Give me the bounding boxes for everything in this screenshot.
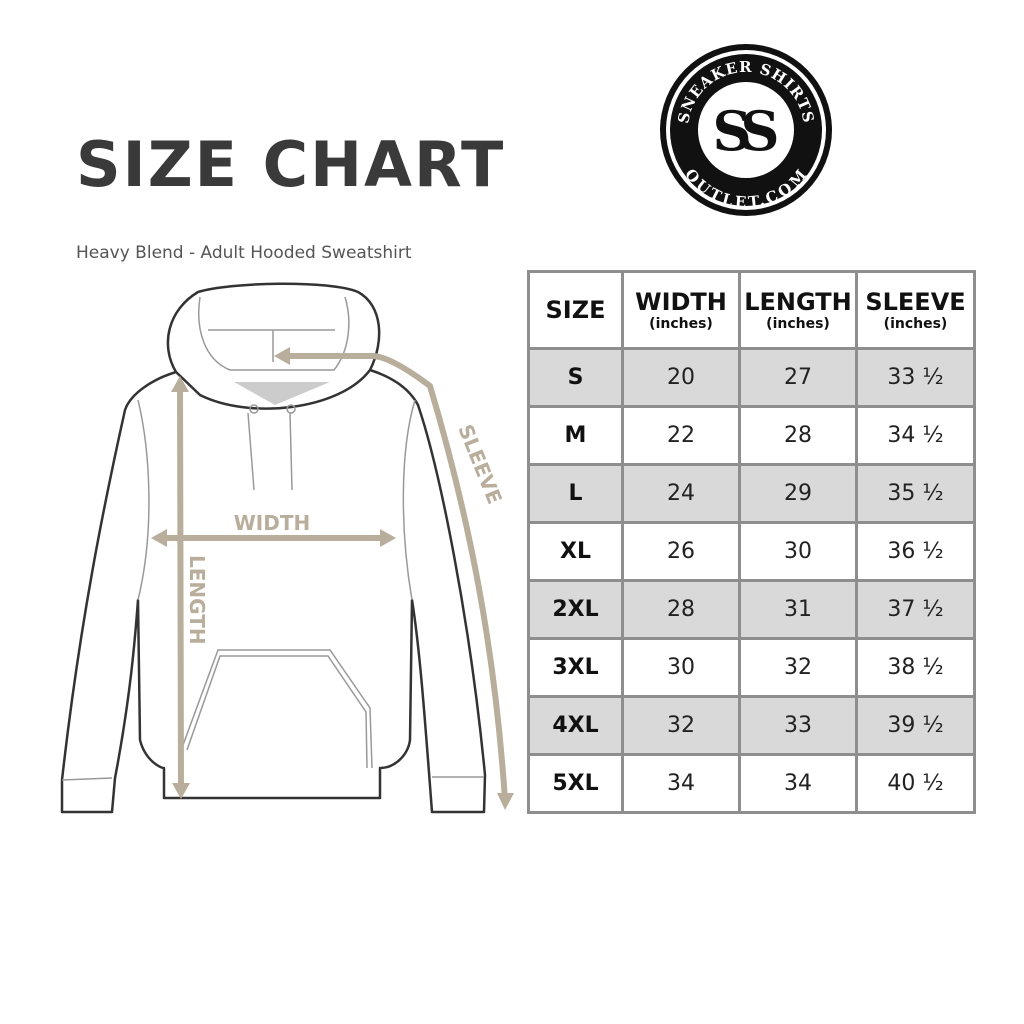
hoodie-diagram: WIDTH LENGTH SLEEVE <box>60 282 514 814</box>
cell-sleeve: 40 ½ <box>855 753 976 814</box>
cell-width: 34 <box>621 753 741 814</box>
cell-width: 26 <box>621 521 741 582</box>
cell-length: 27 <box>738 347 858 408</box>
cell-sleeve: 34 ½ <box>855 405 976 466</box>
cell-length: 32 <box>738 637 858 698</box>
cell-length: 30 <box>738 521 858 582</box>
brand-logo: SNEAKER SHIRTS OUTLET.COM S S <box>660 44 832 216</box>
table-row: 4XL 32 33 39 ½ <box>527 695 976 756</box>
table-row: 3XL 30 32 38 ½ <box>527 637 976 698</box>
cell-width: 32 <box>621 695 741 756</box>
cell-length: 33 <box>738 695 858 756</box>
table-row: 5XL 34 34 40 ½ <box>527 753 976 814</box>
header-width: WIDTH (inches) <box>621 270 741 350</box>
size-table: SIZE WIDTH (inches) LENGTH (inches) SLEEVE… <box>527 270 976 814</box>
table-row: M 22 28 34 ½ <box>527 405 976 466</box>
cell-width: 28 <box>621 579 741 640</box>
cell-size: L <box>527 463 624 524</box>
cell-sleeve: 37 ½ <box>855 579 976 640</box>
length-label: LENGTH <box>185 555 209 645</box>
cell-size: M <box>527 405 624 466</box>
table-header-row: SIZE WIDTH (inches) LENGTH (inches) SLEEVE… <box>527 270 976 350</box>
cell-width: 20 <box>621 347 741 408</box>
cell-size: 5XL <box>527 753 624 814</box>
cell-length: 31 <box>738 579 858 640</box>
table-row: L 24 29 35 ½ <box>527 463 976 524</box>
table-row: S 20 27 33 ½ <box>527 347 976 408</box>
cell-size: XL <box>527 521 624 582</box>
cell-length: 34 <box>738 753 858 814</box>
cell-size: 3XL <box>527 637 624 698</box>
cell-size: 4XL <box>527 695 624 756</box>
product-subtitle: Heavy Blend - Adult Hooded Sweatshirt <box>76 243 412 263</box>
cell-sleeve: 33 ½ <box>855 347 976 408</box>
table-row: XL 26 30 36 ½ <box>527 521 976 582</box>
length-measure-line <box>177 382 184 793</box>
cell-sleeve: 38 ½ <box>855 637 976 698</box>
cell-width: 22 <box>621 405 741 466</box>
table-row: 2XL 28 31 37 ½ <box>527 579 976 640</box>
width-label: WIDTH <box>234 511 310 535</box>
cell-width: 30 <box>621 637 741 698</box>
cell-length: 28 <box>738 405 858 466</box>
sleeve-measure-line <box>279 353 508 803</box>
logo-monogram-2: S <box>741 99 780 163</box>
header-size: SIZE <box>527 270 624 350</box>
cell-size: 2XL <box>527 579 624 640</box>
body-outline <box>60 368 487 814</box>
page-title: SIZE CHART <box>76 128 506 201</box>
cell-sleeve: 36 ½ <box>855 521 976 582</box>
cell-sleeve: 35 ½ <box>855 463 976 524</box>
cell-size: S <box>527 347 624 408</box>
cell-width: 24 <box>621 463 741 524</box>
cell-sleeve: 39 ½ <box>855 695 976 756</box>
cell-length: 29 <box>738 463 858 524</box>
header-length: LENGTH (inches) <box>738 270 858 350</box>
logo-monogram-1: S <box>713 99 752 163</box>
header-sleeve: SLEEVE (inches) <box>855 270 976 350</box>
